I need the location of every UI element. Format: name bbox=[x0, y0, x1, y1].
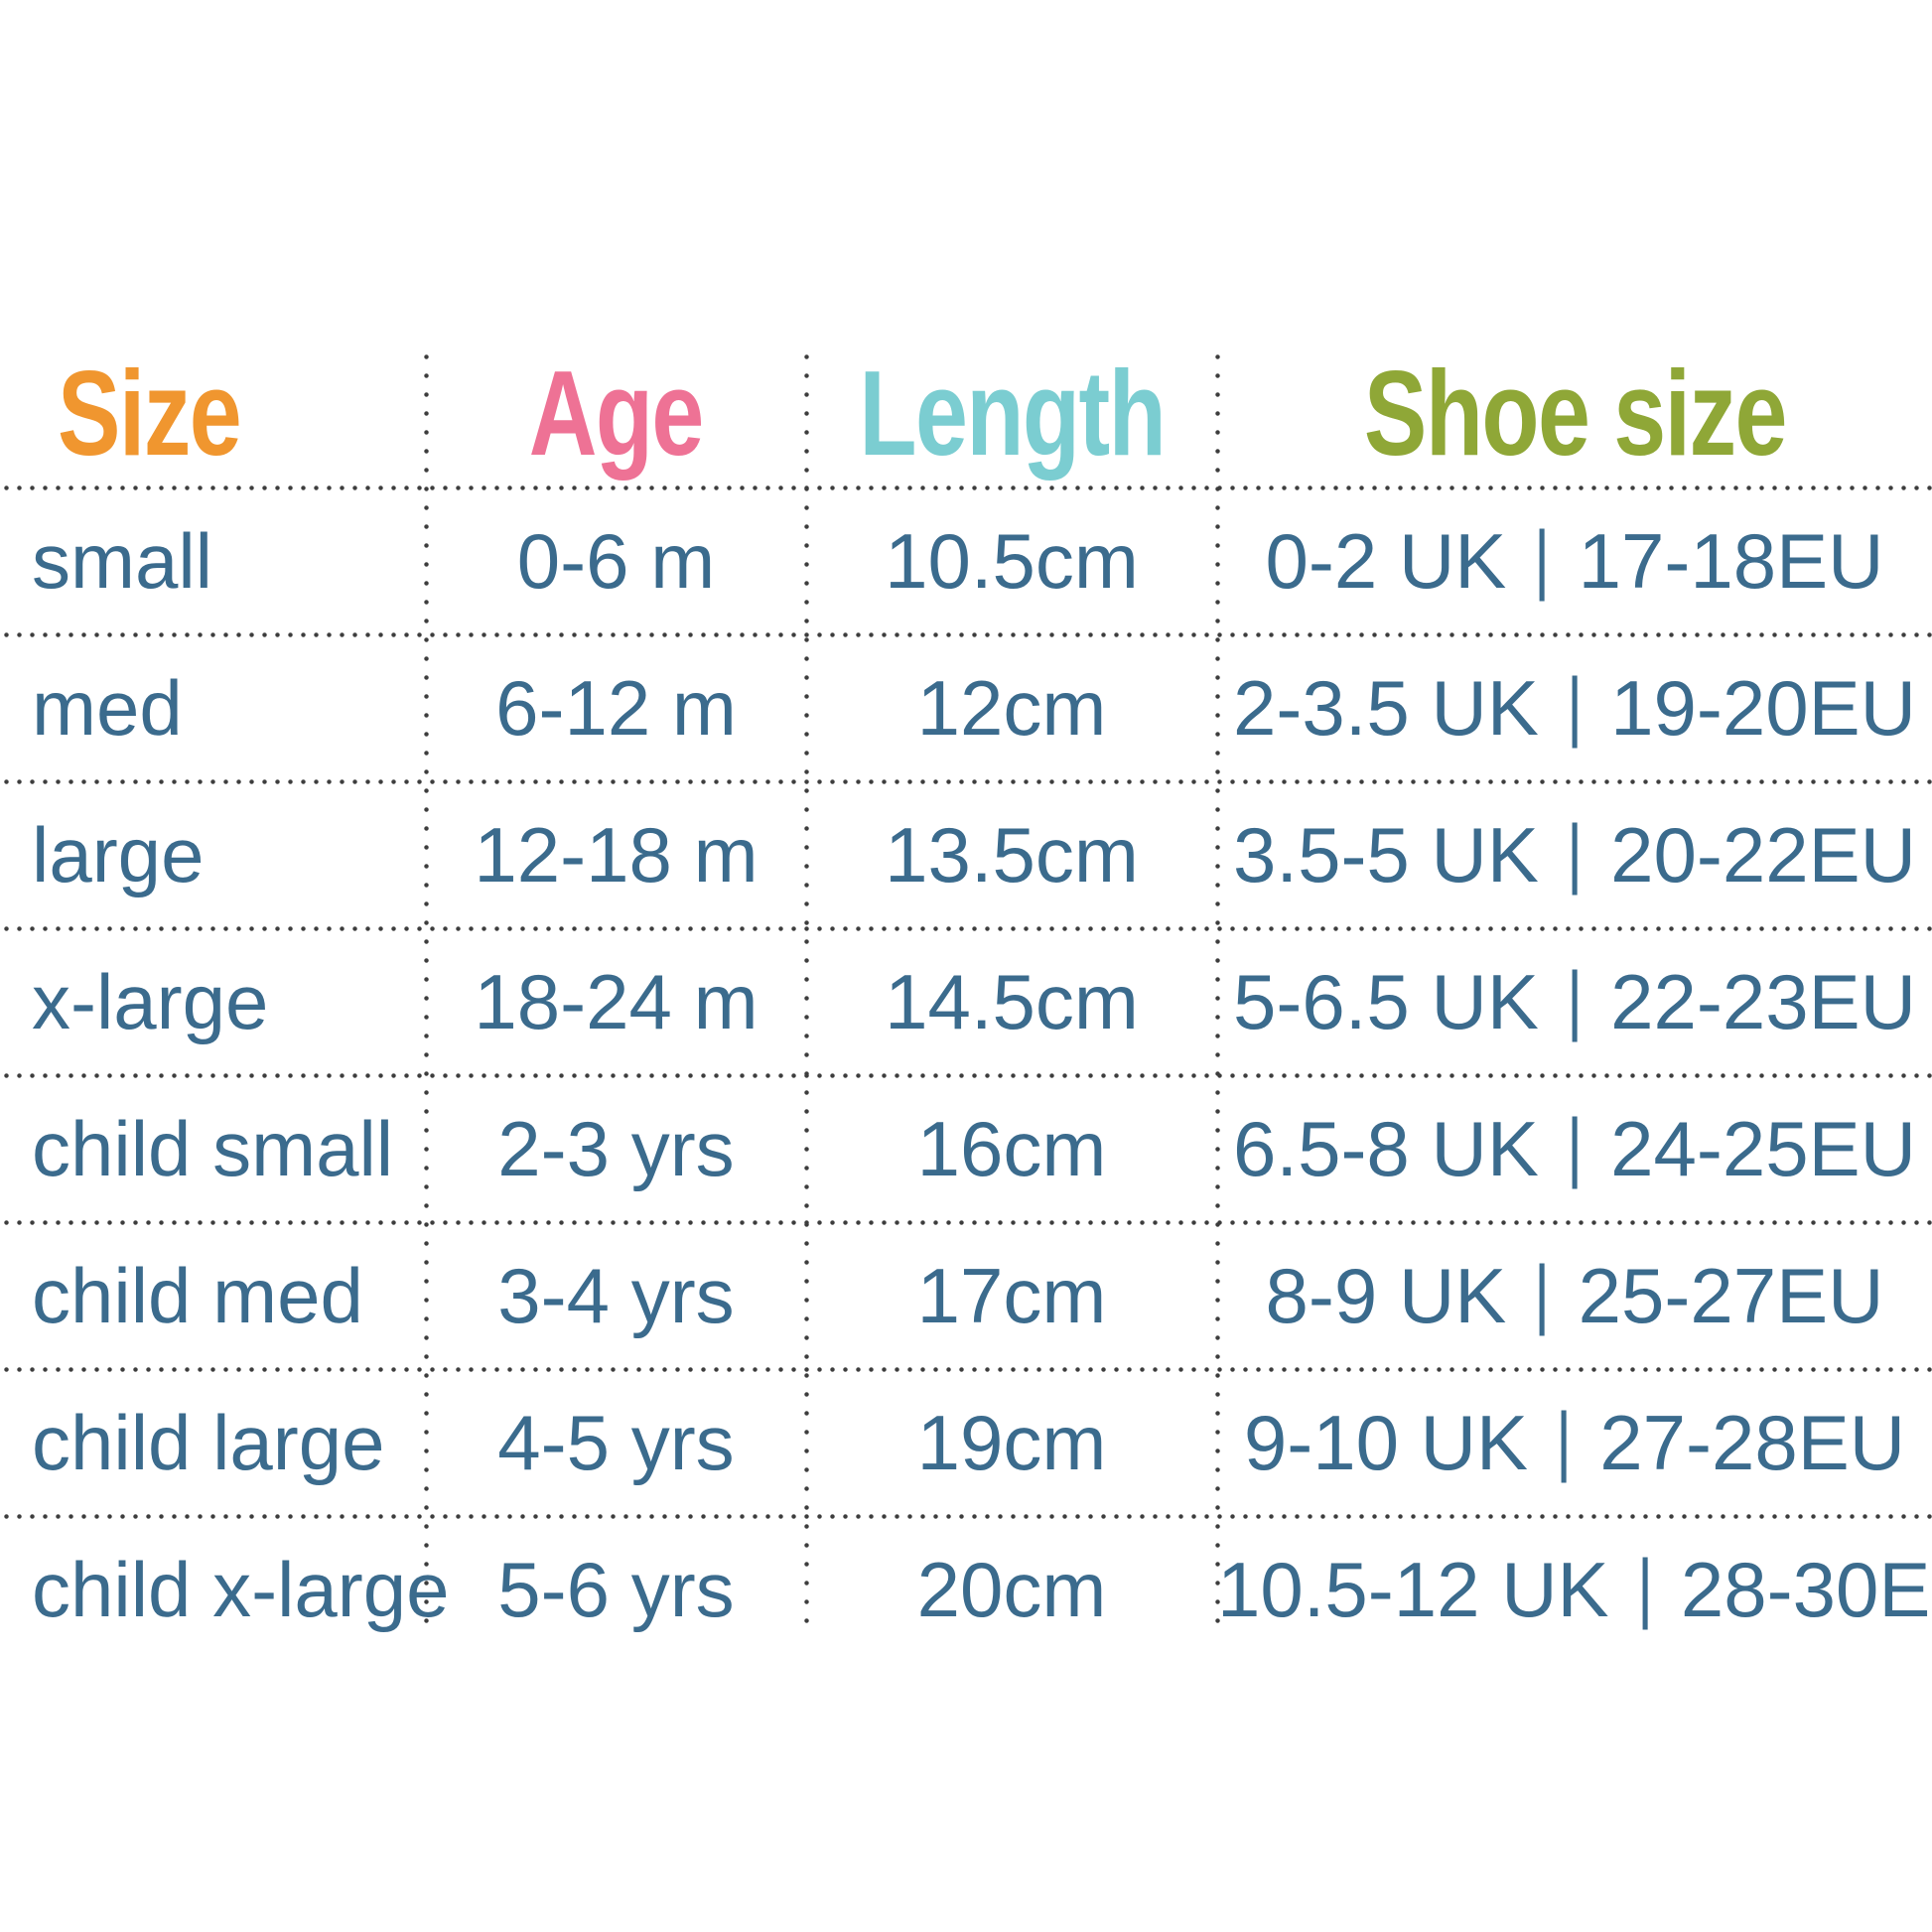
length-cell: 10.5cm bbox=[885, 516, 1139, 605]
age-cell: 5-6 yrs bbox=[497, 1545, 735, 1633]
shoe-cell: 2-3.5 UK | 19-20EU bbox=[1217, 660, 1932, 754]
column-separator-2 bbox=[804, 347, 809, 1623]
pipe-separator: | bbox=[1566, 660, 1584, 749]
pipe-separator: | bbox=[1534, 513, 1551, 602]
shoe-cell: 10.5-12 UK | 28-30EU bbox=[1217, 1542, 1932, 1635]
shoe-uk: 9-10 UK bbox=[1243, 1398, 1528, 1486]
pipe-separator: | bbox=[1636, 1542, 1653, 1630]
row-separator-5 bbox=[0, 1220, 1932, 1225]
shoe-cell: 0-2 UK | 17-18EU bbox=[1217, 513, 1932, 607]
table-row: large 12-18 m 13.5cm 3.5-5 UK | 20-22EU bbox=[0, 781, 1932, 928]
row-separator-6 bbox=[0, 1367, 1932, 1372]
age-cell: 12-18 m bbox=[474, 810, 759, 898]
header-length: Length bbox=[859, 345, 1166, 481]
size-cell: large bbox=[32, 810, 205, 898]
shoe-uk: 3.5-5 UK bbox=[1233, 810, 1539, 898]
size-cell: small bbox=[32, 516, 213, 605]
column-separator-1 bbox=[424, 347, 429, 1623]
row-separator-header bbox=[0, 485, 1932, 490]
shoe-eu: 28-30EU bbox=[1680, 1545, 1932, 1633]
length-cell: 19cm bbox=[916, 1398, 1107, 1486]
size-cell: child x-large bbox=[32, 1545, 450, 1633]
table-row: child x-large 5-6 yrs 20cm 10.5-12 UK | 28… bbox=[0, 1516, 1932, 1663]
age-cell: 4-5 yrs bbox=[497, 1398, 735, 1486]
row-separator-1 bbox=[0, 632, 1932, 637]
length-cell: 13.5cm bbox=[885, 810, 1139, 898]
shoe-eu: 19-20EU bbox=[1610, 663, 1916, 752]
shoe-eu: 27-28EU bbox=[1599, 1398, 1906, 1486]
shoe-cell: 6.5-8 UK | 24-25EU bbox=[1217, 1101, 1932, 1194]
table-row: med 6-12 m 12cm 2-3.5 UK | 19-20EU bbox=[0, 634, 1932, 781]
shoe-uk: 10.5-12 UK bbox=[1217, 1545, 1609, 1633]
shoe-eu: 17-18EU bbox=[1578, 516, 1884, 605]
header-size: Size bbox=[58, 345, 242, 481]
pipe-separator: | bbox=[1566, 807, 1584, 896]
length-cell: 14.5cm bbox=[885, 957, 1139, 1045]
pipe-separator: | bbox=[1534, 1248, 1551, 1336]
header-row: Size Age Length Shoe size bbox=[0, 338, 1932, 487]
size-cell: child small bbox=[32, 1104, 394, 1192]
length-cell: 17cm bbox=[916, 1251, 1107, 1339]
table-row: x-large 18-24 m 14.5cm 5-6.5 UK | 22-23EU bbox=[0, 928, 1932, 1075]
shoe-uk: 5-6.5 UK bbox=[1233, 957, 1539, 1045]
shoe-cell: 5-6.5 UK | 22-23EU bbox=[1217, 954, 1932, 1047]
row-separator-4 bbox=[0, 1073, 1932, 1078]
shoe-uk: 8-9 UK bbox=[1265, 1251, 1507, 1339]
shoe-cell: 9-10 UK | 27-28EU bbox=[1217, 1395, 1932, 1488]
length-cell: 16cm bbox=[916, 1104, 1107, 1192]
shoe-cell: 8-9 UK | 25-27EU bbox=[1217, 1248, 1932, 1341]
row-separator-3 bbox=[0, 926, 1932, 931]
length-cell: 12cm bbox=[916, 663, 1107, 752]
length-cell: 20cm bbox=[916, 1545, 1107, 1633]
shoe-uk: 2-3.5 UK bbox=[1233, 663, 1539, 752]
pipe-separator: | bbox=[1566, 1101, 1584, 1189]
table-row: small 0-6 m 10.5cm 0-2 UK | 17-18EU bbox=[0, 487, 1932, 634]
table-row: child med 3-4 yrs 17cm 8-9 UK | 25-27EU bbox=[0, 1222, 1932, 1369]
table-row: child large 4-5 yrs 19cm 9-10 UK | 27-28EU bbox=[0, 1369, 1932, 1516]
pipe-separator: | bbox=[1566, 954, 1584, 1042]
shoe-cell: 3.5-5 UK | 20-22EU bbox=[1217, 807, 1932, 900]
size-cell: child med bbox=[32, 1251, 363, 1339]
header-age: Age bbox=[528, 345, 705, 481]
row-separator-2 bbox=[0, 779, 1932, 784]
row-separator-7 bbox=[0, 1514, 1932, 1519]
pipe-separator: | bbox=[1556, 1395, 1573, 1483]
size-cell: child large bbox=[32, 1398, 385, 1486]
shoe-eu: 20-22EU bbox=[1610, 810, 1916, 898]
shoe-uk: 6.5-8 UK bbox=[1233, 1104, 1539, 1192]
shoe-eu: 24-25EU bbox=[1610, 1104, 1916, 1192]
age-cell: 6-12 m bbox=[495, 663, 737, 752]
age-cell: 18-24 m bbox=[474, 957, 759, 1045]
column-separator-3 bbox=[1215, 347, 1220, 1623]
size-cell: x-large bbox=[32, 957, 269, 1045]
age-cell: 0-6 m bbox=[516, 516, 716, 605]
shoe-eu: 22-23EU bbox=[1610, 957, 1916, 1045]
age-cell: 3-4 yrs bbox=[497, 1251, 735, 1339]
age-cell: 2-3 yrs bbox=[497, 1104, 735, 1192]
shoe-uk: 0-2 UK bbox=[1265, 516, 1507, 605]
size-cell: med bbox=[32, 663, 183, 752]
table-row: child small 2-3 yrs 16cm 6.5-8 UK | 24-25E… bbox=[0, 1075, 1932, 1222]
shoe-eu: 25-27EU bbox=[1578, 1251, 1884, 1339]
header-shoe: Shoe size bbox=[1363, 345, 1787, 481]
